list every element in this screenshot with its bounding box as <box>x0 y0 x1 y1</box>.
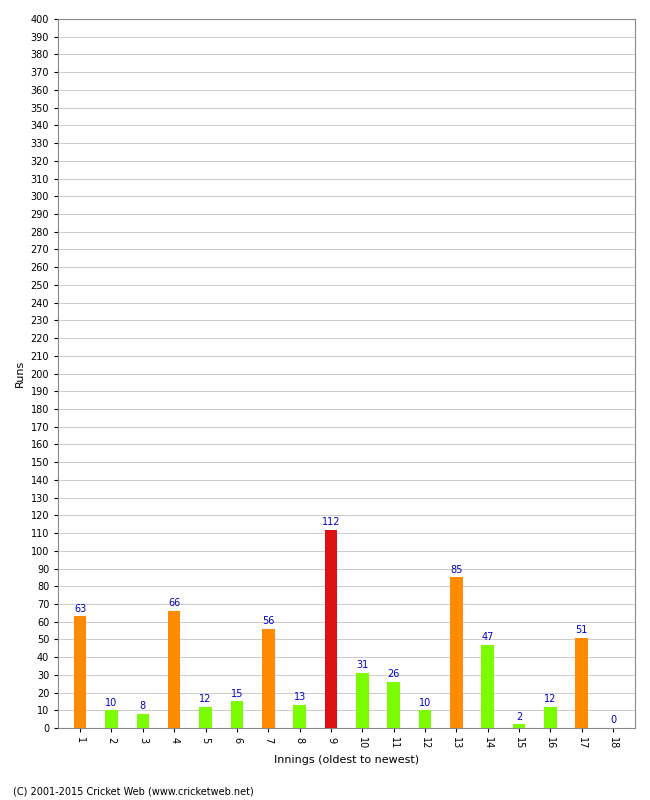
Text: 63: 63 <box>74 604 86 614</box>
Bar <box>513 725 525 728</box>
Bar <box>74 616 86 728</box>
Text: 47: 47 <box>482 632 494 642</box>
Text: 26: 26 <box>387 670 400 679</box>
Text: 51: 51 <box>575 625 588 635</box>
Text: 13: 13 <box>293 692 306 702</box>
Text: 10: 10 <box>419 698 431 708</box>
Text: 2: 2 <box>516 712 522 722</box>
Bar <box>200 706 212 728</box>
Text: 85: 85 <box>450 565 463 574</box>
Y-axis label: Runs: Runs <box>15 360 25 387</box>
Text: 15: 15 <box>231 689 243 698</box>
Text: 0: 0 <box>610 715 616 726</box>
Text: 12: 12 <box>544 694 556 704</box>
Bar <box>450 578 463 728</box>
Text: 56: 56 <box>262 616 274 626</box>
Text: 12: 12 <box>200 694 212 704</box>
Text: 31: 31 <box>356 661 369 670</box>
Bar <box>575 638 588 728</box>
Bar <box>419 710 431 728</box>
Bar <box>356 673 369 728</box>
Bar <box>105 710 118 728</box>
Bar <box>387 682 400 728</box>
Text: 8: 8 <box>140 702 146 711</box>
Text: 10: 10 <box>105 698 118 708</box>
Bar <box>168 611 181 728</box>
Bar <box>482 645 494 728</box>
Bar <box>293 705 306 728</box>
Text: 112: 112 <box>322 517 340 527</box>
Bar <box>544 706 556 728</box>
Text: (C) 2001-2015 Cricket Web (www.cricketweb.net): (C) 2001-2015 Cricket Web (www.cricketwe… <box>13 786 254 796</box>
X-axis label: Innings (oldest to newest): Innings (oldest to newest) <box>274 755 419 765</box>
Bar <box>262 629 274 728</box>
Bar <box>231 702 243 728</box>
Text: 66: 66 <box>168 598 180 608</box>
Bar <box>324 530 337 728</box>
Bar <box>136 714 149 728</box>
